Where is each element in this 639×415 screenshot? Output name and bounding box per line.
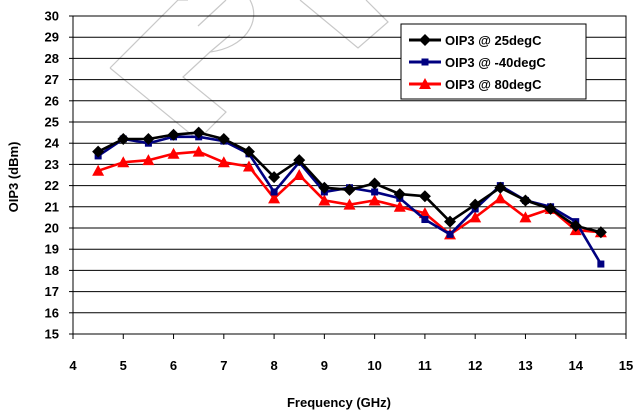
- y-tick-label: 25: [45, 115, 59, 130]
- x-tick-label: 6: [170, 358, 177, 373]
- y-tick-label: 15: [45, 327, 59, 342]
- series-0: [92, 126, 607, 239]
- legend-label: OIP3 @ -40degC: [445, 55, 546, 70]
- y-tick-label: 21: [45, 199, 59, 214]
- data-point: [270, 188, 278, 196]
- legend-marker: [419, 34, 431, 46]
- x-tick-labels: 4 5 6 7 8 9 10 11 12 13 14 15: [69, 358, 633, 373]
- x-tick-label: 13: [518, 358, 532, 373]
- y-tick-label: 19: [45, 242, 59, 257]
- data-point: [368, 194, 381, 206]
- x-tick-label: 10: [367, 358, 381, 373]
- data-point: [242, 160, 255, 172]
- data-point: [597, 260, 605, 268]
- data-point: [117, 156, 130, 168]
- data-point: [117, 132, 130, 145]
- data-point: [393, 200, 406, 212]
- data-point: [217, 132, 230, 145]
- data-point: [519, 211, 532, 223]
- y-tick-label: 30: [45, 9, 59, 24]
- data-point: [92, 164, 105, 176]
- y-tick-label: 18: [45, 263, 59, 278]
- y-tick-label: 28: [45, 51, 59, 66]
- x-tick-label: 9: [321, 358, 328, 373]
- data-point: [242, 145, 255, 158]
- legend-marker: [421, 58, 429, 66]
- data-point: [594, 226, 607, 239]
- data-point: [192, 145, 205, 157]
- data-point: [192, 126, 205, 139]
- y-tick-label: 27: [45, 72, 59, 87]
- x-tick-label: 14: [568, 358, 583, 373]
- data-point: [371, 188, 379, 196]
- plot-area-border: [72, 15, 627, 335]
- legend-label: OIP3 @ 80degC: [445, 77, 542, 92]
- legend-entry: OIP3 @ 25degC: [409, 33, 542, 48]
- data-point: [421, 216, 429, 224]
- legend-marker: [419, 78, 431, 89]
- data-point: [293, 154, 306, 167]
- y-tick-label: 22: [45, 178, 59, 193]
- data-point: [318, 181, 331, 194]
- data-point: [544, 202, 557, 215]
- legend-entry: OIP3 @ 80degC: [409, 77, 542, 92]
- y-tick-label: 17: [45, 284, 59, 299]
- y-tick-label: 23: [45, 157, 59, 172]
- y-tick-label: 29: [45, 30, 59, 45]
- data-point: [142, 132, 155, 145]
- data-point: [446, 230, 454, 238]
- x-tick-label: 4: [69, 358, 77, 373]
- y-tick-label: 24: [45, 136, 60, 151]
- x-tick-label: 11: [418, 358, 432, 373]
- data-point: [469, 198, 482, 211]
- legend: OIP3 @ 25degC OIP3 @ -40degC OIP3 @ 80degC: [400, 23, 587, 100]
- axes: [69, 15, 627, 339]
- x-tick-label: 8: [270, 358, 277, 373]
- y-tick-label: 16: [45, 305, 59, 320]
- data-point: [167, 128, 180, 141]
- data-point: [318, 194, 331, 206]
- data-point: [343, 198, 356, 210]
- watermark: [109, 0, 389, 141]
- data-point: [469, 211, 482, 223]
- data-point: [268, 171, 281, 184]
- data-point: [343, 183, 356, 196]
- y-tick-labels: 15 16 17 18 19 20 21 22 23 24 25 26 27 28 29 30: [45, 9, 60, 342]
- data-point: [368, 177, 381, 190]
- data-point: [92, 145, 105, 158]
- y-tick-label: 26: [45, 93, 59, 108]
- y-tick-label: 20: [45, 221, 59, 236]
- data-point: [393, 188, 406, 201]
- series-layer: [92, 126, 607, 268]
- data-point: [217, 156, 230, 168]
- x-axis-title: Frequency (GHz): [287, 395, 391, 410]
- x-tick-label: 5: [120, 358, 127, 373]
- data-point: [268, 192, 281, 204]
- data-point: [494, 192, 507, 204]
- data-point: [167, 147, 180, 159]
- data-point: [142, 154, 155, 166]
- x-tick-label: 15: [619, 358, 633, 373]
- data-point: [519, 194, 532, 207]
- data-point: [418, 190, 431, 203]
- x-tick-label: 12: [468, 358, 482, 373]
- legend-label: OIP3 @ 25degC: [445, 33, 542, 48]
- data-point: [293, 169, 306, 180]
- data-point: [444, 215, 457, 228]
- legend-entry: OIP3 @ -40degC: [409, 55, 546, 70]
- x-tick-label: 7: [220, 358, 227, 373]
- data-point: [494, 181, 507, 194]
- y-axis-title: OIP3 (dBm): [6, 142, 21, 213]
- data-point: [569, 219, 582, 232]
